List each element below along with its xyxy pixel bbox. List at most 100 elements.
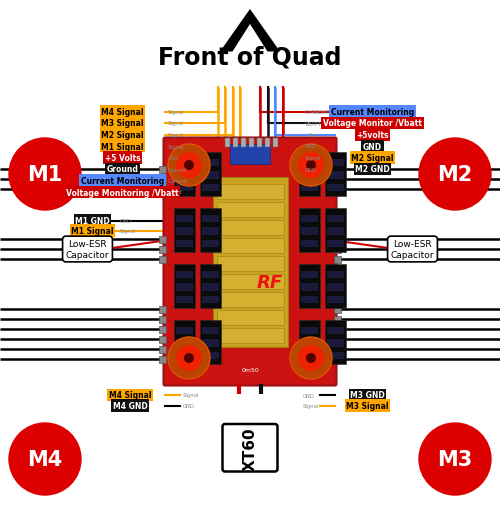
Bar (174, 265, 195, 308)
Bar (334, 316, 341, 323)
Bar (216, 203, 284, 217)
Text: M3 GND: M3 GND (350, 391, 385, 400)
Text: 0m50: 0m50 (241, 367, 259, 372)
Text: GND: GND (363, 142, 382, 151)
Text: GND: GND (182, 403, 194, 408)
Bar (265, 138, 270, 147)
Bar (273, 138, 278, 147)
Bar (325, 320, 346, 364)
Bar (176, 327, 192, 334)
Text: M3 Signal: M3 Signal (346, 401, 389, 410)
Circle shape (298, 345, 324, 371)
Bar (176, 296, 192, 303)
Bar (202, 271, 218, 278)
Bar (241, 138, 246, 147)
Bar (216, 274, 284, 289)
Text: M1 GND: M1 GND (75, 216, 110, 225)
Bar (159, 176, 166, 183)
Bar (299, 153, 320, 196)
Text: Ground: Ground (168, 167, 187, 172)
Bar (159, 326, 166, 333)
Bar (327, 172, 344, 179)
Text: VBatt: VBatt (168, 190, 182, 195)
Bar (301, 271, 318, 278)
Bar (299, 265, 320, 308)
Bar (334, 186, 341, 193)
Circle shape (168, 145, 210, 187)
Bar (176, 352, 192, 359)
Text: M2: M2 (438, 165, 472, 185)
Bar (174, 209, 195, 252)
Bar (176, 184, 192, 191)
Bar (176, 159, 192, 166)
Bar (202, 228, 218, 235)
Bar (216, 293, 284, 307)
Bar (202, 172, 218, 179)
Bar (202, 352, 218, 359)
Bar (334, 346, 341, 353)
Text: Current Monitoring: Current Monitoring (81, 177, 164, 186)
Text: RF: RF (257, 273, 283, 291)
Bar (216, 220, 284, 235)
Circle shape (176, 153, 202, 179)
Text: Signal: Signal (305, 156, 322, 161)
Text: M1: M1 (28, 165, 62, 185)
Text: GND: GND (305, 167, 317, 172)
Text: M2 Signal: M2 Signal (351, 154, 394, 163)
Bar (334, 166, 341, 173)
Bar (212, 177, 288, 347)
Bar (327, 240, 344, 247)
Bar (200, 265, 221, 308)
Text: M3: M3 (438, 449, 472, 469)
Text: Signal: Signal (168, 144, 184, 149)
Polygon shape (220, 10, 280, 52)
Text: +5v: +5v (305, 133, 316, 138)
Bar (325, 265, 346, 308)
Bar (202, 159, 218, 166)
Bar (301, 284, 318, 291)
Text: M3 Signal: M3 Signal (101, 119, 144, 128)
Text: Current: Current (168, 179, 188, 184)
Bar (299, 209, 320, 252)
Bar (327, 340, 344, 347)
Text: M1 Signal: M1 Signal (72, 227, 114, 236)
Text: GND: GND (302, 393, 314, 398)
Text: GND: GND (305, 144, 317, 149)
Text: Signal: Signal (168, 133, 184, 138)
Bar (216, 310, 284, 325)
Text: Voltage Monitoring /Vbatt: Voltage Monitoring /Vbatt (66, 188, 179, 197)
Bar (216, 238, 284, 253)
Text: VBATT: VBATT (305, 121, 322, 126)
Text: GND: GND (120, 218, 132, 223)
Bar (159, 316, 166, 323)
Bar (257, 138, 262, 147)
Bar (327, 159, 344, 166)
Text: M4 Signal: M4 Signal (109, 391, 151, 400)
Bar (327, 215, 344, 222)
Bar (176, 215, 192, 222)
Bar (334, 246, 341, 253)
Circle shape (290, 145, 332, 187)
FancyBboxPatch shape (164, 138, 336, 386)
Bar (327, 296, 344, 303)
Bar (176, 340, 192, 347)
Text: +5 Volts: +5 Volts (104, 154, 141, 163)
Circle shape (184, 353, 194, 363)
Bar (202, 184, 218, 191)
Bar (159, 236, 166, 243)
Circle shape (306, 353, 316, 363)
Bar (334, 176, 341, 183)
Circle shape (298, 153, 324, 179)
Bar (159, 336, 166, 343)
Bar (230, 145, 270, 165)
Bar (216, 184, 284, 199)
Bar (334, 256, 341, 263)
Bar (202, 240, 218, 247)
Circle shape (419, 423, 491, 495)
Bar (334, 356, 341, 363)
Text: Low-ESR
Capacitor: Low-ESR Capacitor (66, 240, 109, 259)
Circle shape (184, 161, 194, 171)
Bar (159, 256, 166, 263)
Bar (334, 326, 341, 333)
Circle shape (419, 139, 491, 211)
